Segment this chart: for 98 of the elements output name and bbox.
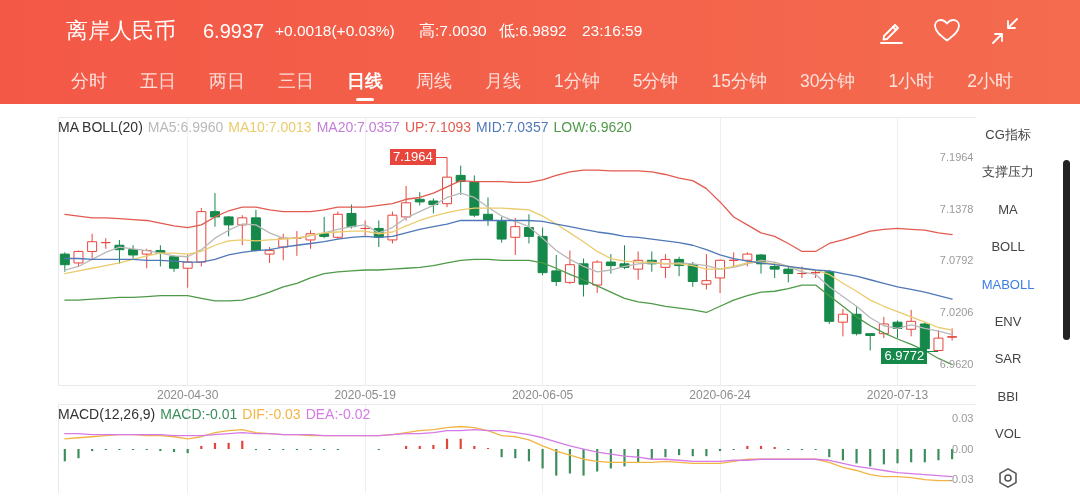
text: MID:7.0357	[476, 118, 549, 136]
text: 23:16:59	[582, 21, 643, 41]
candlestick	[605, 253, 616, 275]
y-tick-label: 7.1378	[939, 202, 974, 215]
bar	[923, 449, 926, 463]
candlestick	[128, 244, 139, 260]
candlestick	[223, 215, 234, 237]
text: SAR	[993, 350, 1023, 369]
candlestick	[237, 214, 248, 246]
y-tick-label: 7.0206	[939, 306, 974, 319]
candlestick	[510, 217, 521, 256]
candlestick	[360, 219, 371, 237]
text: MABOLL	[980, 275, 1036, 294]
text: 分时	[71, 70, 107, 93]
text: MA5:6.9960	[147, 118, 224, 136]
candlestick	[837, 308, 848, 337]
candlestick	[796, 265, 807, 279]
bar	[91, 449, 94, 452]
bar	[678, 449, 681, 456]
candlestick	[59, 251, 70, 273]
bar	[213, 442, 217, 450]
text: 15分钟	[711, 70, 767, 93]
annotation: 6.9772	[881, 348, 928, 365]
text: 30分钟	[799, 70, 856, 93]
text: 高:7.0030	[419, 21, 487, 41]
candlestick	[701, 253, 712, 290]
y-tick-label: 0.03	[952, 411, 974, 424]
text: BOLL	[990, 238, 1026, 257]
text: BBI	[996, 387, 1020, 406]
bar	[718, 449, 722, 452]
text: 五日	[140, 70, 176, 93]
candlestick	[592, 259, 603, 294]
legend-label: MA20:7.0357	[316, 118, 400, 136]
bar	[514, 449, 517, 459]
text: MA	[997, 200, 1019, 219]
text: 三日	[278, 70, 314, 93]
text: 5分钟	[632, 70, 679, 93]
candlestick	[346, 204, 357, 229]
candlestick	[496, 216, 507, 244]
y-tick-label: 0.00	[952, 442, 974, 455]
text: 离岸人民币	[66, 17, 176, 45]
candlestick	[401, 185, 412, 221]
text: 1分钟	[554, 70, 600, 93]
x-tick-label: 2020-04-30	[156, 387, 219, 402]
text: 1小时	[888, 70, 935, 93]
x-tick-label: 2020-06-24	[689, 387, 752, 402]
bar	[77, 449, 80, 459]
candlestick	[100, 237, 111, 250]
candlestick	[715, 258, 726, 294]
x-tick-label: 2020-06-05	[511, 387, 574, 402]
bar	[855, 449, 858, 464]
annotation: 7.1964	[390, 149, 436, 166]
y-tick-label: 7.0792	[939, 254, 974, 267]
bar	[937, 449, 940, 461]
candlestick	[687, 261, 698, 288]
candlestick	[564, 250, 575, 285]
series-label: DEA:-0.02	[305, 405, 371, 423]
bar	[459, 438, 462, 450]
y-tick-label: -0.03	[948, 473, 974, 486]
candlestick	[851, 306, 862, 336]
candlestick	[87, 233, 98, 260]
candlestick	[947, 327, 958, 342]
series-label: DIF:-0.03	[242, 405, 301, 423]
text: 6.9937	[203, 19, 265, 44]
bar	[445, 438, 449, 450]
text: VOL	[994, 425, 1022, 444]
text: 低:6.9892	[499, 21, 567, 41]
candlestick	[523, 213, 534, 244]
text: MA10:7.0013	[228, 118, 312, 136]
bar	[582, 449, 585, 476]
bar	[227, 442, 230, 450]
text: 2小时	[967, 70, 1013, 93]
bar	[541, 449, 544, 469]
bar	[910, 449, 913, 463]
candlestick	[209, 192, 220, 228]
text: ENV	[993, 313, 1023, 331]
text: UP:7.1093	[404, 118, 472, 136]
bar	[664, 449, 667, 458]
candlestick	[319, 216, 330, 239]
text: 两日	[209, 70, 245, 93]
text: 日线	[347, 70, 383, 93]
text: LOW:6.9620	[553, 118, 632, 136]
x-tick-label: 2020-07-13	[866, 387, 929, 402]
x-tick-label: 2020-05-19	[334, 387, 397, 402]
text: 支撑压力	[981, 163, 1035, 182]
text: 周线	[416, 70, 452, 93]
bar	[650, 449, 653, 460]
bar	[159, 449, 162, 452]
bar	[773, 446, 776, 450]
text: 月线	[485, 70, 521, 93]
candlestick	[551, 254, 562, 287]
text: CG指标	[984, 126, 1032, 144]
text: +0.0018(+0.03%)	[275, 21, 395, 41]
bar	[896, 449, 899, 464]
y-tick-label: 6.9620	[939, 358, 974, 371]
legend-title: MACD(12,26,9)	[58, 405, 156, 423]
y-tick-label: 7.1964	[939, 150, 974, 163]
legend-title: MA BOLL(20)	[58, 118, 143, 136]
